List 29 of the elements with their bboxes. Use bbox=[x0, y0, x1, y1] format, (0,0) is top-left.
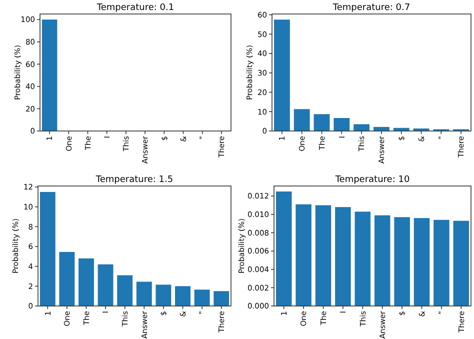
bar bbox=[335, 207, 351, 306]
bar bbox=[156, 284, 172, 306]
bar bbox=[59, 252, 75, 306]
bar bbox=[78, 258, 94, 306]
bar bbox=[40, 192, 56, 306]
chart-title: Temperature: 10 bbox=[334, 175, 410, 185]
bar bbox=[414, 218, 430, 306]
bar bbox=[117, 275, 133, 306]
bar bbox=[374, 215, 390, 306]
bar bbox=[296, 204, 312, 306]
bar bbox=[175, 286, 190, 306]
bar bbox=[434, 220, 450, 306]
bar bbox=[136, 282, 152, 306]
bar bbox=[194, 290, 210, 306]
bar bbox=[276, 191, 292, 306]
bar bbox=[274, 20, 290, 131]
bar bbox=[354, 212, 371, 306]
bar bbox=[354, 124, 370, 131]
bar bbox=[334, 118, 350, 131]
bar bbox=[315, 205, 332, 306]
chart-title: Temperature: 0.7 bbox=[332, 3, 410, 13]
bar bbox=[98, 264, 114, 306]
bar bbox=[314, 114, 330, 131]
bar bbox=[294, 109, 310, 131]
chart-title: Temperature: 0.1 bbox=[96, 3, 174, 13]
bar bbox=[453, 220, 470, 306]
bar bbox=[394, 217, 410, 306]
bar bbox=[214, 291, 230, 306]
chart-title: Temperature: 1.5 bbox=[94, 175, 174, 185]
